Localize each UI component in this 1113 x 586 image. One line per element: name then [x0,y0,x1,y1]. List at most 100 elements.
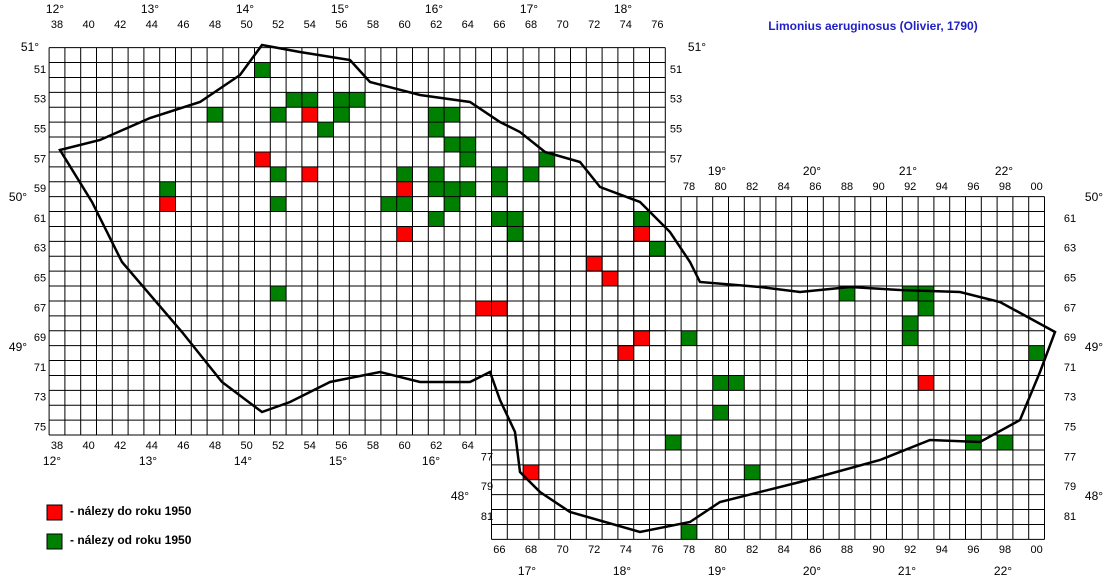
degree-label: 15° [329,454,347,468]
row-label: 57 [34,153,46,165]
record-square [459,137,476,152]
column-label: 94 [936,181,948,193]
column-label: 88 [841,544,853,556]
column-label: 62 [430,19,442,31]
column-label: 46 [177,19,189,31]
record-square [380,196,397,212]
record-square [918,300,934,316]
degree-label: 13° [139,454,157,468]
record-square [617,345,634,361]
record-square [317,122,334,138]
record-square [270,166,287,182]
record-square [633,211,650,227]
column-label: 44 [146,19,158,31]
row-label: 65 [1064,273,1076,285]
border [58,43,1057,534]
record-square [491,181,508,197]
degree-label: 22° [994,564,1012,578]
column-label: 84 [778,181,790,193]
row-label: 69 [34,332,46,344]
column-label: 50 [240,440,252,452]
row-label: 73 [1064,392,1076,404]
record-square [712,405,729,421]
column-label: 86 [809,181,821,193]
row-label: 63 [1064,243,1076,255]
record-square [286,92,302,108]
row-label: 63 [34,243,46,255]
column-label: 50 [240,19,252,31]
record-square [665,435,682,450]
column-label: 54 [304,19,316,31]
record-square [918,375,934,391]
record-square [839,286,855,301]
row-label: 71 [34,362,46,374]
column-label: 84 [778,544,790,556]
column-label: 96 [967,544,979,556]
degree-label: 19° [708,564,726,578]
row-label: 69 [1064,332,1076,344]
record-square [633,330,650,346]
record-square [902,330,919,346]
record-square [444,181,460,197]
row-label: 67 [1064,302,1076,314]
row-label: 81 [1064,511,1076,523]
degree-label: 21° [899,164,917,178]
degree-label: 18° [614,2,632,16]
row-label: 53 [34,94,46,106]
record-square [270,107,287,123]
title: Limonius aeruginosus (Olivier, 1790) [768,19,977,33]
degree-label: 51° [688,40,706,54]
record-square [728,375,745,391]
column-label: 92 [904,181,916,193]
record-square [270,196,287,212]
row-label: 79 [481,481,493,493]
legend-swatch [46,533,63,550]
degree-label: 21° [898,564,916,578]
column-label: 56 [335,440,347,452]
row-label: 75 [34,422,46,434]
record-square [333,92,350,108]
row-label: 71 [1064,362,1076,374]
row-label: 65 [34,273,46,285]
record-square [396,181,413,197]
record-square [207,107,223,123]
record-square [902,315,919,331]
row-label: 67 [34,302,46,314]
column-label: 42 [114,440,126,452]
record-square [349,92,366,108]
column-label: 40 [82,440,94,452]
column-label: 60 [398,440,410,452]
column-label: 52 [272,19,284,31]
column-label: 92 [904,544,916,556]
degree-label: 22° [995,164,1013,178]
record-square [396,226,413,242]
record-square [444,137,460,152]
column-label: 76 [651,19,663,31]
column-label: 62 [430,440,442,452]
column-label: 86 [809,544,821,556]
column-label: 60 [398,19,410,31]
column-label: 38 [51,19,63,31]
record-square [254,151,271,167]
degree-label: 14° [236,2,254,16]
cells [159,62,1045,540]
degree-label: 48° [451,489,469,503]
column-label: 00 [1030,181,1042,193]
record-square [428,181,445,197]
record-square [301,92,318,108]
degree-label: 14° [234,454,252,468]
record-square [301,166,318,182]
degree-label: 17° [518,564,536,578]
record-square [902,286,919,301]
column-label: 72 [588,544,600,556]
row-label: 51 [670,64,682,76]
column-label: 44 [146,440,158,452]
column-label: 78 [683,181,695,193]
row-label: 61 [1064,213,1076,225]
legend-label: - nálezy do roku 1950 [70,504,192,518]
record-square [428,166,445,182]
record-square [270,286,287,301]
record-square [254,62,271,78]
record-square [159,196,176,212]
